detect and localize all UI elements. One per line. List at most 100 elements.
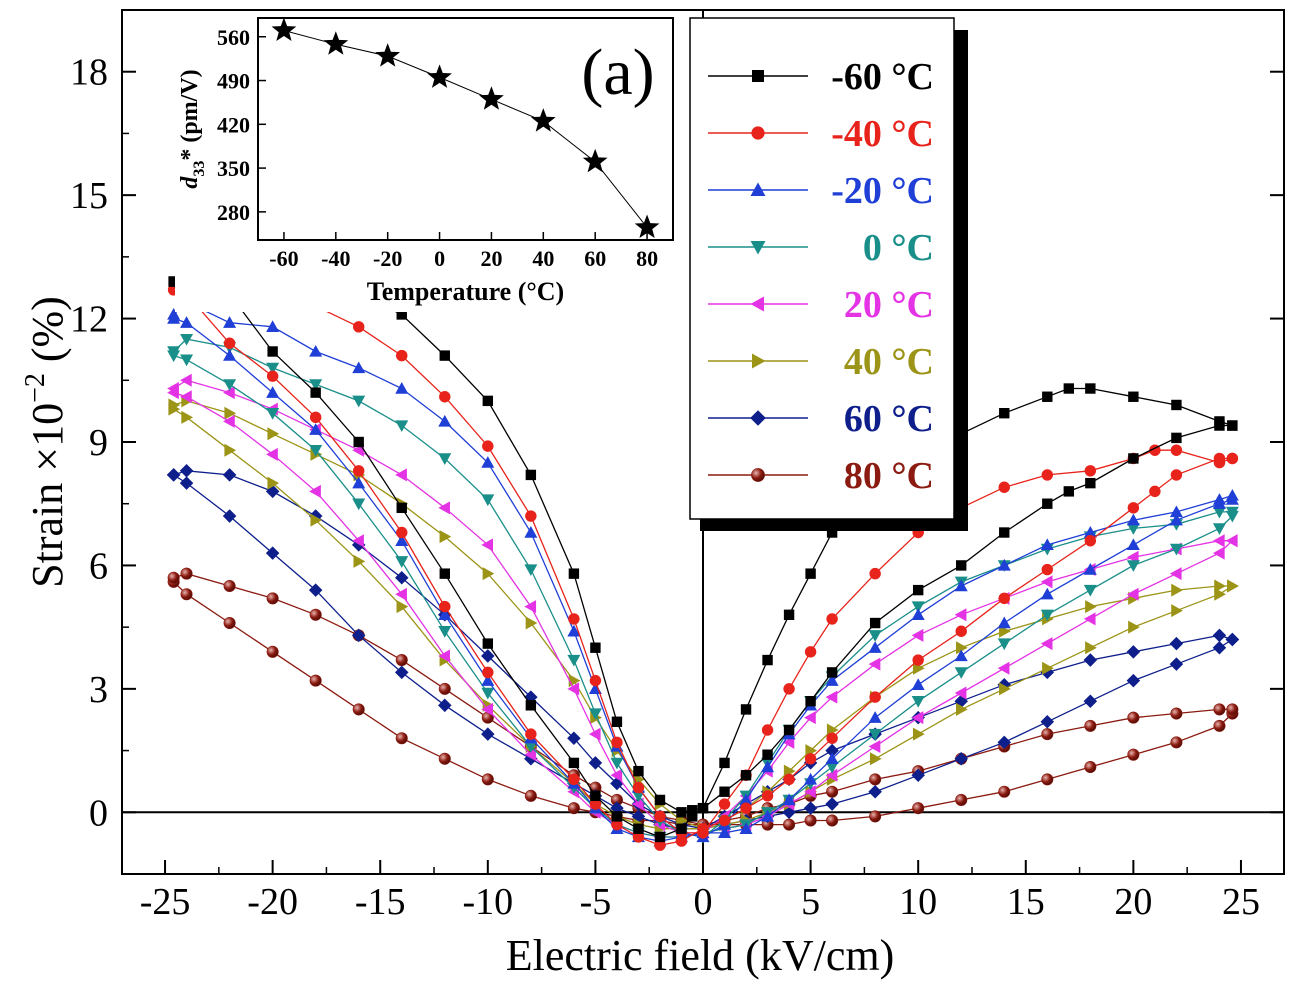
data-point bbox=[525, 728, 537, 740]
data-point bbox=[912, 654, 924, 666]
data-point bbox=[825, 743, 839, 758]
data-point bbox=[309, 379, 323, 391]
data-point bbox=[911, 628, 924, 642]
data-point bbox=[954, 608, 967, 622]
data-point bbox=[180, 390, 192, 404]
y-axis-title-exponent: −2 bbox=[20, 373, 51, 403]
x-tick-label: 5 bbox=[801, 881, 820, 923]
data-point bbox=[718, 826, 732, 839]
data-point bbox=[1126, 538, 1140, 551]
legend-item: 40 °C bbox=[708, 341, 934, 383]
data-point bbox=[309, 674, 322, 687]
x-tick-label: 0 bbox=[694, 881, 713, 923]
data-point bbox=[1063, 486, 1075, 497]
data-point bbox=[308, 583, 323, 597]
data-point bbox=[180, 354, 194, 367]
data-point bbox=[568, 773, 580, 786]
y-tick-label: 18 bbox=[70, 52, 108, 94]
data-point bbox=[266, 386, 280, 398]
legend-label: 40 °C bbox=[844, 341, 934, 383]
legend-label: -20 °C bbox=[831, 170, 934, 212]
y-tick-label: 6 bbox=[89, 545, 108, 587]
data-point bbox=[168, 398, 181, 412]
data-point bbox=[1213, 703, 1226, 716]
data-point bbox=[631, 797, 644, 811]
data-point bbox=[180, 316, 194, 328]
data-point bbox=[1041, 563, 1054, 576]
data-point bbox=[826, 814, 839, 827]
main-plot bbox=[122, 10, 1284, 874]
inset-y-tick-label: 560 bbox=[217, 25, 250, 50]
data-point bbox=[309, 411, 322, 424]
data-point bbox=[825, 768, 838, 782]
data-point bbox=[438, 626, 452, 638]
data-point bbox=[740, 802, 752, 814]
data-point bbox=[267, 476, 280, 490]
data-point bbox=[1042, 661, 1054, 675]
x-tick-label: 15 bbox=[1007, 881, 1045, 923]
inset-y-axis-title: d33* (pm/V) bbox=[177, 69, 208, 188]
data-point bbox=[687, 811, 698, 822]
data-point bbox=[868, 641, 882, 653]
data-point bbox=[1040, 715, 1055, 729]
data-point bbox=[611, 736, 623, 749]
data-point bbox=[395, 382, 409, 394]
inset-x-tick-label: 60 bbox=[584, 246, 606, 271]
legend-item: 80 °C bbox=[708, 455, 934, 497]
data-point bbox=[589, 674, 602, 687]
data-point bbox=[481, 773, 494, 786]
data-point bbox=[439, 568, 450, 579]
data-point bbox=[868, 784, 882, 799]
data-point bbox=[1041, 469, 1054, 481]
data-point bbox=[1171, 432, 1182, 444]
data-point bbox=[803, 801, 818, 815]
x-tick-label: -5 bbox=[580, 881, 612, 923]
data-point bbox=[223, 414, 235, 428]
data-point bbox=[1040, 575, 1053, 589]
x-tick-label: -10 bbox=[462, 881, 513, 923]
legend-marker bbox=[752, 70, 764, 82]
data-point bbox=[482, 638, 494, 649]
data-point bbox=[396, 600, 409, 614]
legend-marker bbox=[751, 126, 765, 140]
data-point bbox=[224, 443, 237, 457]
data-point bbox=[997, 661, 1010, 675]
data-point bbox=[266, 447, 278, 461]
inset-y-tick-label: 350 bbox=[217, 156, 250, 181]
data-point bbox=[1127, 748, 1140, 761]
data-point bbox=[1085, 641, 1097, 655]
legend-item: 20 °C bbox=[708, 284, 934, 326]
data-point bbox=[804, 772, 818, 785]
data-point bbox=[309, 608, 322, 621]
inset-x-axis-title: Temperature (°C) bbox=[367, 277, 564, 306]
x-tick-label: 25 bbox=[1222, 881, 1260, 923]
data-point bbox=[166, 468, 181, 482]
data-point bbox=[167, 307, 181, 320]
series--40C bbox=[167, 284, 1239, 851]
data-point bbox=[167, 571, 180, 584]
data-point bbox=[869, 810, 882, 823]
inset-plot bbox=[271, 17, 660, 239]
data-point bbox=[267, 346, 278, 357]
data-point bbox=[588, 756, 603, 770]
data-point bbox=[1169, 513, 1183, 526]
data-point bbox=[762, 749, 773, 760]
data-point bbox=[718, 798, 731, 810]
data-point bbox=[180, 373, 192, 387]
data-point bbox=[309, 484, 321, 498]
data-point bbox=[955, 793, 968, 806]
y-axis-title-main: Strain ×10 bbox=[23, 403, 72, 588]
data-point bbox=[1169, 505, 1183, 518]
data-point bbox=[868, 728, 882, 741]
data-point bbox=[826, 613, 838, 625]
data-point bbox=[869, 691, 881, 703]
data-point bbox=[783, 818, 796, 831]
data-point bbox=[826, 667, 838, 678]
data-point bbox=[739, 793, 753, 806]
inset-data-point bbox=[634, 214, 660, 239]
data-point bbox=[1083, 653, 1098, 667]
data-point bbox=[568, 568, 580, 579]
data-point bbox=[1127, 711, 1140, 724]
data-point bbox=[869, 752, 882, 766]
data-point bbox=[999, 408, 1010, 419]
